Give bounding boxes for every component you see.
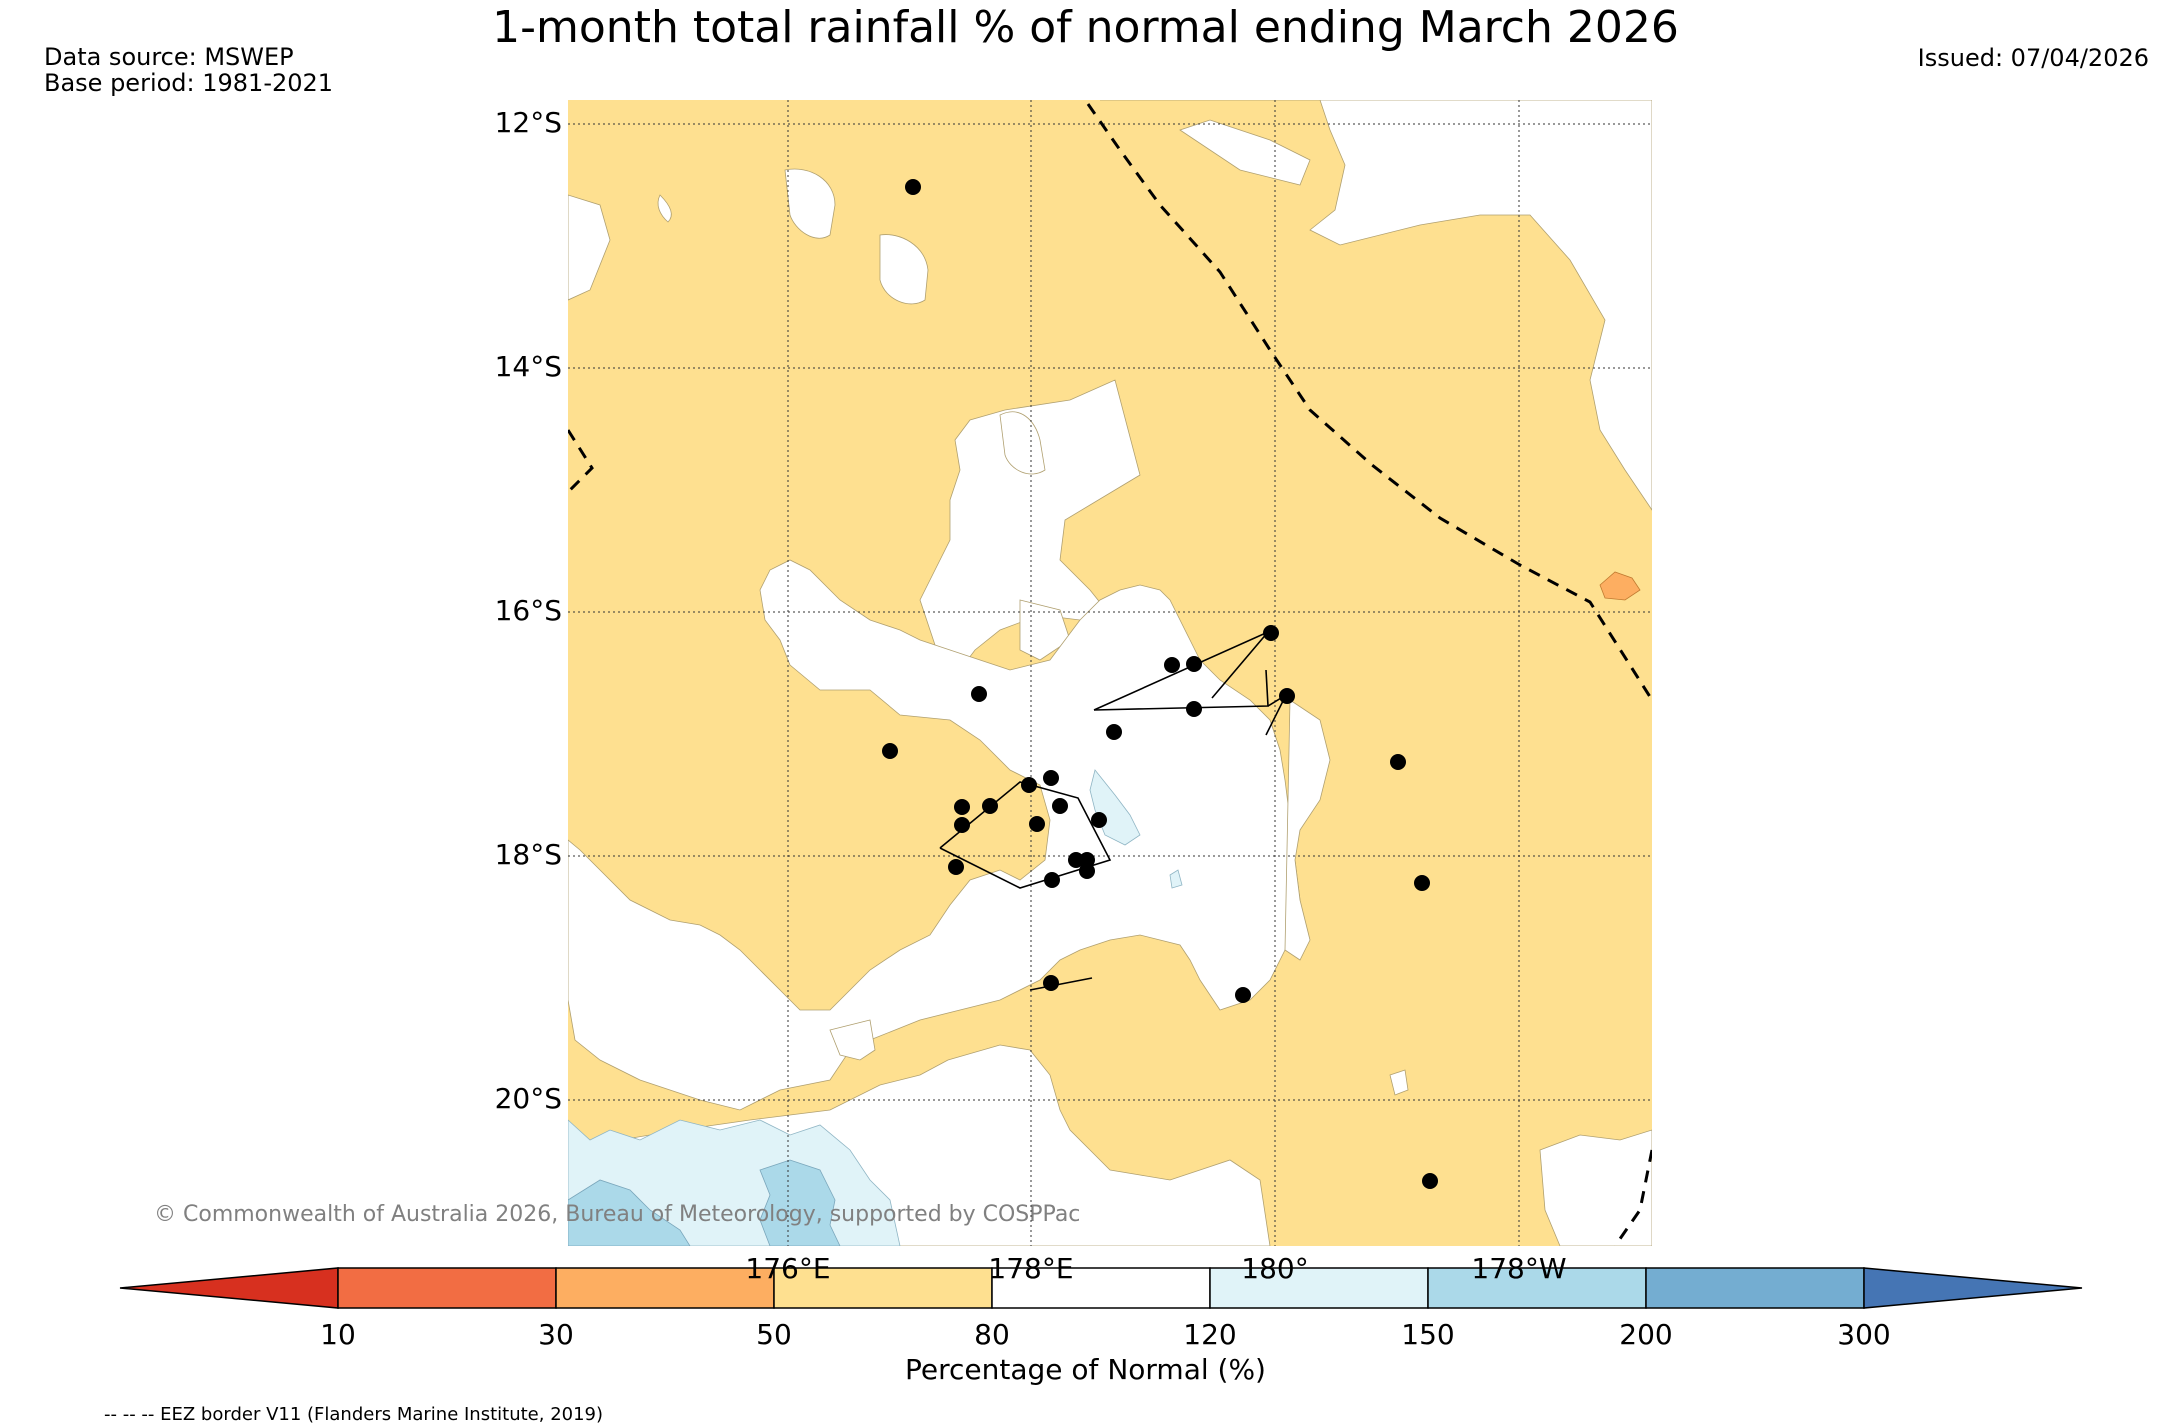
colorbar-segment-10-30 (337, 1267, 557, 1309)
colorbar-segment-150-200 (1427, 1267, 1647, 1309)
colorbar-tick: 80 (974, 1318, 1010, 1351)
colorbar-tick: 120 (1183, 1318, 1237, 1351)
colorbar-extend-high (1863, 1267, 2083, 1309)
colorbar-tick: 50 (756, 1318, 792, 1351)
colorbar-tick: 30 (538, 1318, 574, 1351)
lat-label: 20°S (494, 1082, 562, 1115)
lon-label: 178°W (1471, 1252, 1567, 1285)
lat-label: 12°S (494, 106, 562, 139)
eez-legend-note: -- -- -- EEZ border V11 (Flanders Marine… (104, 1404, 604, 1425)
colorbar-extend-low (119, 1267, 339, 1309)
lon-label: 176°E (745, 1252, 831, 1285)
lon-label: 178°E (988, 1252, 1074, 1285)
eez-border (568, 103, 1652, 1246)
map-area (568, 100, 1652, 1246)
colorbar-segment-200-300 (1645, 1267, 1865, 1309)
colorbar-label: Percentage of Normal (%) (905, 1353, 1266, 1386)
graticule (568, 100, 1652, 1246)
base-period: Base period: 1981-2021 (44, 69, 334, 97)
well-above-normal-regions (568, 1159, 841, 1246)
colorbar-tick: 10 (320, 1318, 356, 1351)
colorbar-segment-120-150 (1209, 1267, 1429, 1309)
map-title: 1-month total rainfall % of normal endin… (492, 2, 1679, 53)
copyright-notice: © Commonwealth of Australia 2026, Bureau… (154, 1202, 1081, 1227)
lat-label: 14°S (494, 350, 562, 383)
colorbar-tick: 150 (1401, 1318, 1455, 1351)
well-below-normal-spot (1599, 571, 1641, 601)
colorbar-tick: 200 (1619, 1318, 1673, 1351)
issued-date: Issued: 07/04/2026 (1917, 44, 2149, 72)
lon-label: 180° (1241, 1252, 1309, 1285)
lat-label: 16°S (494, 594, 562, 627)
stations (882, 179, 1438, 1189)
colorbar-segment-80-120 (991, 1267, 1211, 1309)
colorbar-tick: 300 (1837, 1318, 1891, 1351)
lat-label: 18°S (494, 838, 562, 871)
data-source: Data source: MSWEP (44, 43, 294, 71)
colorbar (119, 1267, 2083, 1309)
